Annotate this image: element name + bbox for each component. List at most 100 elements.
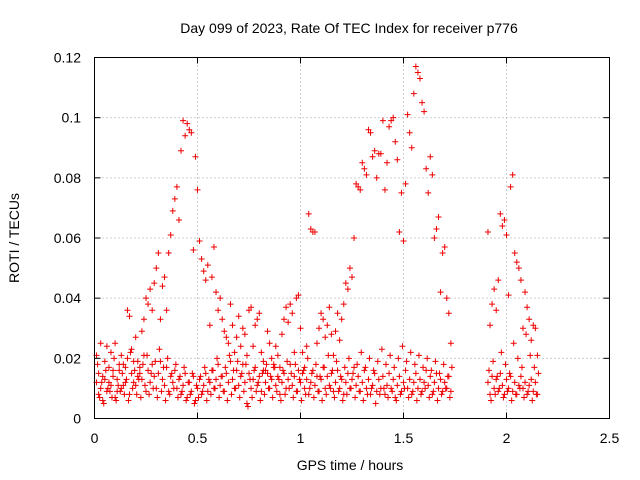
data-point (161, 382, 168, 389)
data-point (397, 391, 404, 398)
data-point (249, 394, 256, 401)
data-point (338, 376, 345, 383)
data-point (425, 189, 432, 196)
data-point (106, 388, 113, 395)
data-point (312, 361, 319, 368)
data-point (432, 358, 439, 365)
data-point (420, 364, 427, 371)
data-point (490, 358, 497, 365)
data-point (188, 129, 195, 136)
data-point (151, 280, 158, 287)
data-point (295, 292, 302, 299)
data-point (137, 394, 144, 401)
data-point (361, 367, 368, 374)
data-point (203, 397, 210, 404)
data-point (165, 388, 172, 395)
data-point (356, 388, 363, 395)
data-point (196, 376, 203, 383)
grid-lines (94, 57, 610, 419)
data-point (209, 367, 216, 374)
data-point (427, 373, 434, 380)
data-point (412, 63, 419, 70)
data-point (184, 394, 191, 401)
data-point (253, 388, 260, 395)
data-point (172, 361, 179, 368)
data-point (234, 358, 241, 365)
data-point (225, 340, 232, 347)
data-point (169, 379, 176, 386)
data-point (424, 355, 431, 362)
data-point (241, 379, 248, 386)
data-point (146, 391, 153, 398)
data-point (157, 358, 164, 365)
data-point (246, 370, 252, 377)
data-point (353, 382, 360, 389)
data-point (505, 385, 512, 392)
data-point (154, 394, 161, 401)
data-point (511, 379, 518, 386)
data-point (291, 349, 298, 356)
data-point (98, 379, 105, 386)
data-point (372, 400, 379, 407)
data-point (241, 331, 248, 338)
data-point (529, 397, 536, 404)
data-point (493, 307, 500, 314)
data-point (343, 391, 350, 398)
data-point (112, 340, 119, 347)
data-point (528, 376, 535, 383)
data-point (266, 340, 273, 347)
data-point (311, 382, 318, 389)
data-point (145, 367, 152, 374)
data-point (219, 316, 226, 323)
data-point (422, 385, 429, 392)
data-point (430, 388, 437, 395)
data-point (115, 382, 122, 389)
data-point (403, 358, 410, 365)
data-point (305, 210, 312, 217)
data-point (366, 355, 373, 362)
data-point (107, 349, 114, 356)
data-point (248, 304, 255, 311)
data-point (283, 304, 290, 311)
data-point (233, 334, 240, 341)
data-point (388, 385, 395, 392)
data-point (445, 310, 452, 317)
data-point (375, 376, 382, 383)
data-point (406, 376, 413, 383)
data-point (433, 225, 440, 232)
data-point (328, 331, 335, 338)
data-point (434, 397, 441, 404)
data-point (324, 373, 331, 380)
data-point (497, 210, 504, 217)
data-point (402, 180, 409, 187)
data-point (128, 346, 135, 353)
data-point (446, 394, 453, 401)
data-point (105, 379, 112, 386)
data-point (351, 364, 358, 371)
data-point (327, 385, 334, 392)
data-point (235, 313, 242, 320)
data-point (200, 268, 207, 275)
data-point (213, 376, 220, 383)
data-point (309, 367, 316, 374)
data-point (418, 391, 425, 398)
data-point (101, 358, 108, 365)
data-point (410, 379, 417, 386)
data-point (192, 397, 199, 404)
data-point (148, 370, 155, 377)
data-point (357, 186, 364, 193)
data-point (143, 295, 149, 302)
data-point (260, 358, 267, 365)
data-point (122, 379, 129, 386)
data-point (421, 108, 428, 115)
data-point (439, 388, 446, 395)
data-point (388, 117, 395, 124)
axis-ticks (94, 57, 610, 419)
data-point (243, 352, 250, 359)
data-point (534, 352, 541, 359)
data-point (217, 382, 224, 389)
data-point (271, 364, 278, 371)
data-point (247, 376, 254, 383)
data-point (516, 385, 523, 392)
data-point (324, 322, 331, 329)
